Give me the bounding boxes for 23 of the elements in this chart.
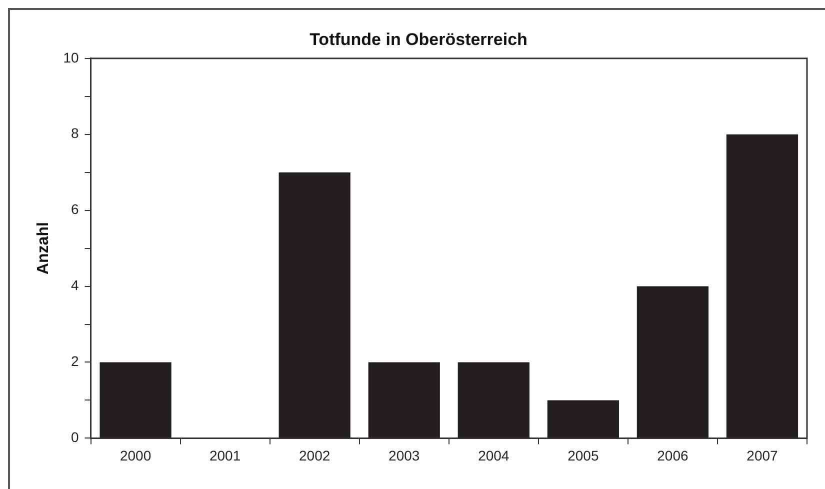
x-tick-label: 2000 [120,447,152,464]
y-tick-label: 8 [70,125,79,142]
x-tick-label: 2005 [568,447,599,464]
bar [636,286,709,438]
bar [458,362,530,438]
x-tick-label: 2003 [388,447,420,464]
y-tick-label: 10 [63,49,79,66]
bar [100,362,172,438]
x-tick-label: 2004 [478,447,510,464]
y-tick-label: 2 [70,353,79,370]
y-tick-label: 0 [70,429,79,446]
x-tick-label: 2006 [657,447,688,464]
bar [368,362,440,438]
y-tick-label: 6 [70,201,79,218]
y-tick-label: 4 [70,277,79,294]
bar [726,134,798,438]
x-tick-label: 2002 [299,447,330,464]
x-tick-label: 2001 [209,447,241,464]
bar [547,400,619,438]
bar [278,172,350,438]
y-axis-title: Anzahl [35,222,52,275]
chart-title: Totfunde in Oberösterreich [310,30,528,49]
x-tick-label: 2007 [746,447,778,464]
